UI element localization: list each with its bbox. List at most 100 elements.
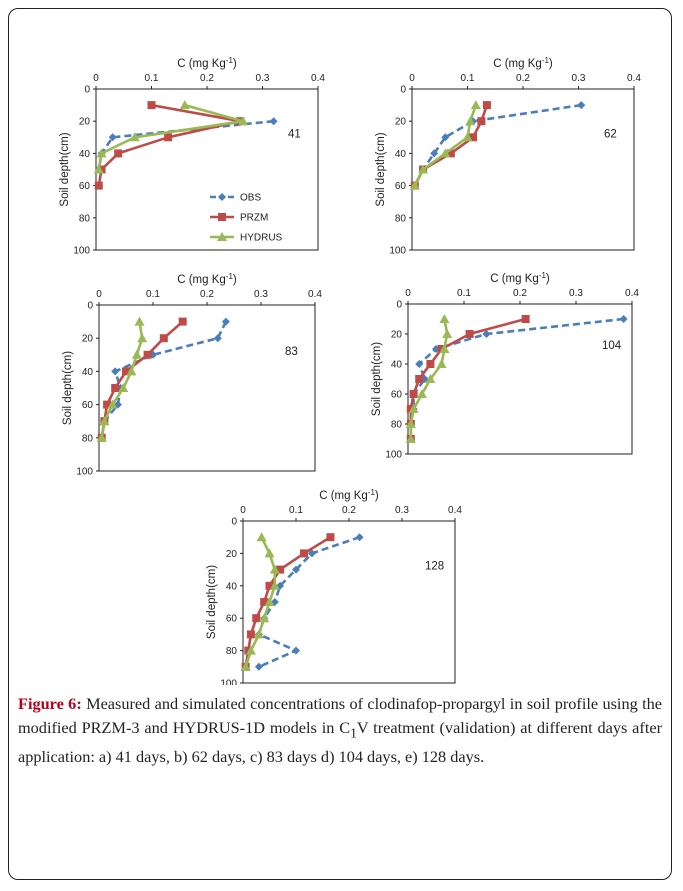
x-tick-label: 0.2	[200, 289, 214, 300]
y-tick-label: 100	[73, 246, 90, 257]
data-point-przm	[159, 334, 168, 343]
data-point-obs	[292, 646, 300, 655]
chart-panel-5: 0 0.1 0.2 0.3 0.4 0 20 40 60 80 100 C (mg Kg-1) Soil…	[206, 488, 462, 685]
y-tick-label: 20	[79, 117, 91, 128]
x-tick-label: 0	[240, 505, 246, 516]
legend-label: OBS	[240, 193, 261, 204]
x-tick-label: 0.3	[395, 505, 409, 516]
data-point-przm	[409, 390, 418, 398]
x-tick-label: 0	[93, 73, 99, 84]
data-point-hydrus	[405, 419, 416, 428]
data-point-hydrus	[107, 399, 118, 409]
panel-label: 128	[425, 561, 444, 573]
y-tick-label: 40	[79, 149, 91, 160]
y-tick-label: 40	[395, 149, 407, 160]
data-point-obs	[482, 330, 491, 338]
x-tick-label: 0.4	[308, 289, 322, 300]
data-point-obs	[430, 149, 439, 158]
data-point-przm	[521, 315, 530, 323]
data-point-obs	[619, 315, 628, 323]
data-point-przm	[164, 133, 173, 142]
data-point-hydrus	[240, 661, 251, 671]
data-point-hydrus	[436, 359, 447, 368]
x-tick-label: 0	[405, 288, 411, 299]
y-tick-label: 40	[82, 367, 94, 378]
data-point-hydrus	[465, 116, 476, 126]
data-point-przm	[252, 614, 261, 623]
data-point-przm	[415, 375, 424, 383]
y-tick-label: 20	[391, 330, 403, 341]
x-axis-title: C (mg Kg-1)	[177, 56, 237, 70]
data-point-hydrus	[439, 314, 450, 323]
data-point-hydrus	[264, 548, 275, 558]
caption-subscript: 1	[350, 725, 357, 741]
x-tick-label: 0.3	[256, 73, 270, 84]
y-tick-label: 40	[226, 581, 238, 592]
y-axis-title: Soil depth(cm)	[206, 565, 218, 639]
data-point-przm	[246, 630, 255, 639]
y-tick-label: 80	[82, 433, 94, 444]
y-tick-label: 0	[84, 85, 90, 96]
data-point-hydrus	[405, 434, 416, 443]
x-tick-label: 0.1	[145, 73, 159, 84]
data-point-hydrus	[409, 180, 420, 190]
data-point-obs	[111, 367, 120, 376]
caption-label: Figure 6:	[18, 694, 82, 713]
y-tick-label: 0	[396, 300, 402, 311]
data-point-hydrus	[269, 580, 280, 590]
data-point-hydrus	[118, 383, 129, 392]
data-point-hydrus	[179, 100, 190, 110]
data-point-przm	[122, 367, 130, 376]
data-point-obs	[269, 117, 278, 126]
x-axis-title: C (mg Kg-1)	[493, 56, 553, 70]
x-tick-label: 0.4	[627, 73, 641, 84]
data-point-obs	[292, 565, 300, 574]
figure-charts: 0 0.1 0.2 0.3 0.4 0 20 40 60 80 100 C (mg Kg-1) Soil…	[59, 56, 641, 685]
data-point-obs	[307, 549, 316, 558]
data-point-obs	[441, 133, 450, 142]
plot-area	[98, 304, 316, 472]
data-point-przm	[446, 149, 455, 158]
x-tick-label: 0.4	[625, 288, 639, 299]
x-tick-label: 0	[96, 289, 102, 300]
plot-area	[95, 88, 319, 251]
x-tick-label: 0.1	[461, 73, 475, 84]
x-tick-label: 0.2	[516, 73, 530, 84]
data-point-hydrus	[439, 344, 450, 353]
x-tick-label: 0.1	[457, 288, 471, 299]
series-line-obs	[413, 103, 582, 187]
y-tick-label: 100	[76, 467, 93, 478]
x-tick-label: 0.3	[569, 288, 583, 299]
legend-marker-hydrus	[217, 232, 227, 241]
y-tick-label: 100	[220, 679, 237, 686]
data-point-hydrus	[126, 366, 137, 376]
data-point-obs	[108, 133, 117, 142]
x-tick-label: 0.3	[254, 289, 268, 300]
panel-label: 41	[288, 128, 301, 140]
data-point-hydrus	[259, 613, 270, 623]
data-point-przm	[265, 581, 274, 590]
chart-panel-4: 0 0.1 0.2 0.3 0.4 0 20 40 60 80 100 C (mg Kg-1) Soil…	[371, 271, 639, 461]
data-point-hydrus	[93, 164, 104, 174]
y-tick-label: 80	[79, 213, 91, 224]
data-point-przm	[260, 598, 269, 606]
data-point-hydrus	[129, 132, 140, 142]
x-axis-title: C (mg Kg-1)	[490, 271, 550, 285]
y-tick-label: 0	[400, 85, 406, 96]
data-point-hydrus	[238, 116, 249, 126]
legend-label: HYDRUS	[240, 233, 283, 244]
data-point-hydrus	[96, 432, 107, 442]
y-tick-label: 60	[79, 181, 91, 192]
y-tick-label: 20	[226, 549, 238, 560]
data-point-przm	[426, 360, 435, 368]
x-axis-title: C (mg Kg-1)	[177, 272, 237, 286]
data-point-przm	[465, 330, 474, 338]
y-tick-label: 100	[385, 450, 402, 461]
data-point-hydrus	[253, 629, 264, 639]
y-tick-label: 100	[389, 246, 406, 257]
x-tick-label: 0.2	[513, 288, 527, 299]
y-tick-label: 60	[226, 614, 238, 625]
y-tick-label: 40	[391, 360, 403, 371]
y-tick-label: 80	[391, 420, 403, 431]
y-axis-title: Soil depth(cm)	[62, 351, 74, 425]
